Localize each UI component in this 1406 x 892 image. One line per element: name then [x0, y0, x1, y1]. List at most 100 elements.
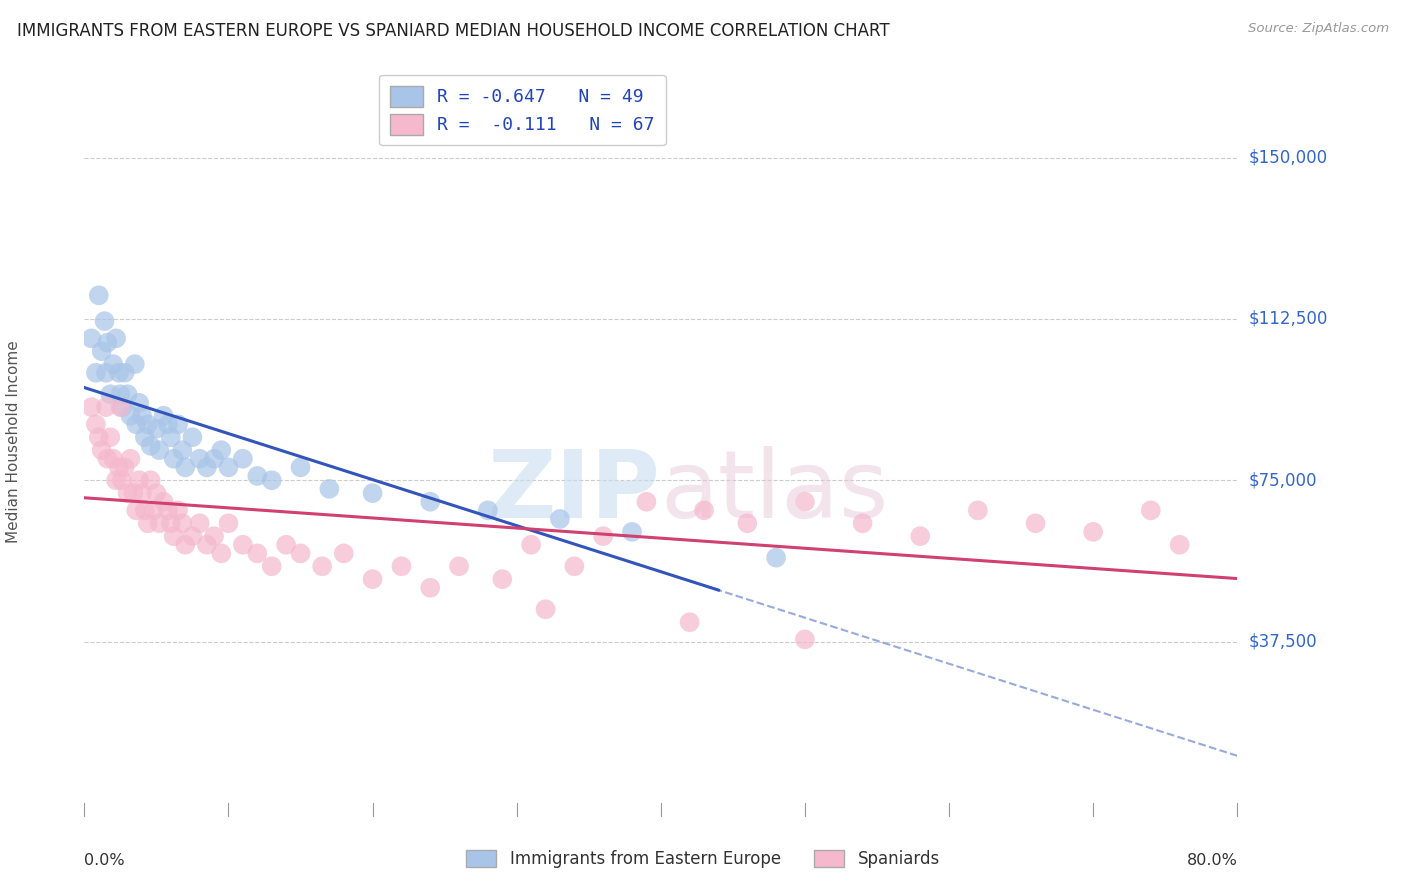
Point — [152, 494, 174, 508]
Point — [232, 538, 254, 552]
Point — [103, 357, 124, 371]
Point — [80, 400, 103, 414]
Point — [163, 529, 186, 543]
Point — [209, 443, 232, 458]
Point — [181, 430, 204, 444]
Point — [1083, 524, 1105, 539]
Point — [111, 473, 134, 487]
Point — [311, 559, 333, 574]
Point — [202, 451, 225, 466]
Point — [209, 546, 232, 560]
Point — [419, 581, 441, 595]
Point — [134, 430, 156, 444]
Text: $112,500: $112,500 — [1249, 310, 1327, 328]
Point — [131, 486, 153, 500]
Point — [139, 439, 162, 453]
Point — [80, 331, 103, 345]
Point — [152, 409, 174, 423]
Text: Median Household Income: Median Household Income — [6, 340, 21, 543]
Point — [124, 357, 146, 371]
Point — [477, 503, 499, 517]
Point — [174, 538, 197, 552]
Text: 80.0%: 80.0% — [1187, 854, 1237, 869]
Point — [128, 473, 150, 487]
Point — [910, 529, 932, 543]
Point — [105, 331, 128, 345]
Point — [125, 417, 148, 432]
Point — [246, 546, 269, 560]
Point — [1168, 538, 1191, 552]
Point — [136, 516, 159, 531]
Point — [98, 430, 121, 444]
Point — [852, 516, 875, 531]
Point — [534, 602, 557, 616]
Point — [94, 400, 117, 414]
Point — [592, 529, 614, 543]
Point — [276, 538, 298, 552]
Point — [145, 422, 167, 436]
Point — [148, 443, 170, 458]
Point — [120, 409, 142, 423]
Point — [131, 409, 153, 423]
Point — [84, 417, 107, 432]
Point — [1140, 503, 1163, 517]
Point — [167, 417, 190, 432]
Point — [172, 516, 194, 531]
Point — [246, 469, 269, 483]
Point — [156, 503, 179, 517]
Point — [693, 503, 716, 517]
Point — [174, 460, 197, 475]
Point — [110, 387, 132, 401]
Point — [391, 559, 413, 574]
Text: 0.0%: 0.0% — [84, 854, 125, 869]
Point — [160, 516, 183, 531]
Point — [765, 550, 787, 565]
Point — [114, 460, 136, 475]
Point — [636, 494, 658, 508]
Point — [93, 314, 115, 328]
Text: ZIP: ZIP — [488, 446, 661, 538]
Point — [160, 430, 183, 444]
Point — [1025, 516, 1047, 531]
Point — [172, 443, 194, 458]
Point — [114, 366, 136, 380]
Point — [737, 516, 759, 531]
Point — [136, 417, 159, 432]
Point — [87, 430, 110, 444]
Point — [218, 516, 240, 531]
Point — [419, 494, 441, 508]
Point — [218, 460, 240, 475]
Point — [96, 451, 118, 466]
Point — [260, 559, 283, 574]
Point — [361, 486, 384, 500]
Text: Source: ZipAtlas.com: Source: ZipAtlas.com — [1249, 22, 1389, 36]
Point — [202, 529, 225, 543]
Text: $150,000: $150,000 — [1249, 149, 1327, 167]
Point — [449, 559, 471, 574]
Point — [134, 503, 156, 517]
Point — [232, 451, 254, 466]
Point — [98, 387, 121, 401]
Point — [90, 443, 112, 458]
Point — [621, 524, 644, 539]
Point — [181, 529, 204, 543]
Point — [290, 460, 312, 475]
Point — [139, 473, 162, 487]
Point — [548, 512, 571, 526]
Point — [122, 486, 145, 500]
Point — [128, 396, 150, 410]
Point — [103, 451, 124, 466]
Point — [188, 451, 211, 466]
Point — [333, 546, 356, 560]
Text: IMMIGRANTS FROM EASTERN EUROPE VS SPANIARD MEDIAN HOUSEHOLD INCOME CORRELATION C: IMMIGRANTS FROM EASTERN EUROPE VS SPANIA… — [17, 22, 890, 40]
Point — [361, 572, 384, 586]
Text: $37,500: $37,500 — [1249, 632, 1317, 650]
Point — [967, 503, 990, 517]
Point — [491, 572, 513, 586]
Point — [290, 546, 312, 560]
Point — [108, 366, 131, 380]
Point — [117, 486, 139, 500]
Text: atlas: atlas — [661, 446, 889, 538]
Point — [90, 344, 112, 359]
Point — [108, 460, 131, 475]
